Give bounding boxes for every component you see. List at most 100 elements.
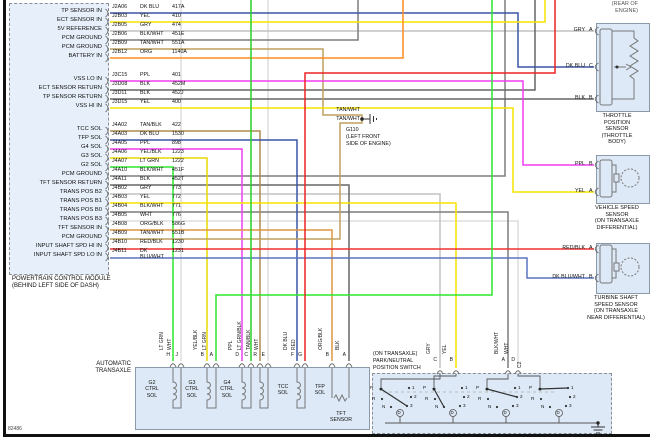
pn-contact-dot [486, 397, 490, 401]
throttle-position-sensor-title: THROTTLE POSITION SENSOR (THROTTLE BODY) [601, 113, 633, 146]
pcm-row-label: PCM GROUND [61, 44, 102, 50]
vehicle-speed-sensor-pin-wire-color: PPL [574, 161, 585, 167]
pcm-row-label: BATTERY IN [68, 53, 102, 59]
tcc-solenoid-label: TCC SOL [277, 384, 289, 397]
turbine-pickup-leads [612, 248, 617, 279]
wire-g2-sol-1222 [110, 166, 174, 361]
vehicle-speed-sensor-pin-terminal [594, 187, 599, 197]
pn-position-drive: D [556, 410, 560, 415]
pcm-circuit-number: 417A [172, 4, 185, 10]
transaxle-pin-letter: H [166, 352, 170, 358]
pn-position-2: 2 [467, 394, 470, 399]
pcm-pin-terminal [105, 189, 109, 199]
g4-solenoid-label: G4 CTRL SOL [220, 380, 234, 399]
transaxle-pin-terminal [345, 363, 353, 368]
pn-position-neutral: N [382, 404, 386, 409]
g3-solenoid-label: G3 CTRL SOL [185, 380, 199, 399]
wire-trans-pos-b2-773 [110, 193, 441, 368]
pcm-pin-id: J4A02 [112, 122, 128, 128]
pn-position-3: 3 [410, 403, 413, 408]
wire-trans-pos-b1-772 [110, 202, 457, 368]
pn-contact-dot [513, 386, 517, 390]
pcm-circuit-number: 776 [172, 212, 181, 218]
pcm-pin-id: J2B09 [112, 40, 128, 46]
pn-position-1: 1 [412, 385, 415, 390]
pcm-circuit-number: 1140A [172, 49, 187, 55]
pcm-row-label: TP SENSOR RETURN [42, 94, 102, 100]
park-neutral-switch-box [372, 373, 612, 434]
pn-pin-terminal [452, 370, 460, 375]
pcm-row-label: TRANS POS B2 [59, 189, 102, 195]
pn-contact-dot [460, 386, 464, 390]
pcm-pin-id: J4A11 [112, 176, 127, 182]
turbine-reluctor-wheel-icon [620, 257, 640, 277]
pcm-pin-terminal [105, 85, 109, 95]
wire-tft-sensor-in-586g [110, 229, 333, 361]
pcm-pin-terminal [105, 53, 109, 63]
pn-position-drive: D [503, 410, 507, 415]
throttle-position-sensor-pin-wire-color: DK BLU [565, 63, 585, 69]
pn-pin-letter: D [511, 357, 515, 363]
pcm-title: POWERTRAIN CONTROL MODULE (BEHIND LEFT S… [12, 276, 111, 289]
pcm-pin-id: J3C15 [112, 72, 128, 78]
pcm-circuit-number: 586G [172, 221, 185, 227]
pcm-pin-terminal [105, 171, 109, 181]
transaxle-pin-terminal [328, 363, 336, 368]
transaxle-pin-terminal [293, 363, 301, 368]
transaxle-pin-letter: B [200, 352, 204, 358]
pn-position-drive: D [397, 410, 401, 415]
vehicle-speed-sensor-pin-letter: B [589, 161, 593, 167]
vehicle-speed-sensor-title: VEHICLE SPEED SENSOR (ON TRANSAXLE DIFFE… [594, 205, 640, 231]
pn-position-reverse: R [478, 396, 482, 401]
wire-g3-sol-1223 [110, 157, 208, 361]
pn-contact-dot [458, 404, 462, 408]
pcm-row-label: TCC SOL [76, 126, 102, 132]
pn-position-2: 2 [520, 394, 523, 399]
pn-contact-dot [548, 405, 552, 409]
turbine-shaft-speed-sensor-pin-letter: A [589, 245, 593, 251]
turbine-shaft-speed-sensor-pin-wire-color: RED/BLK [562, 245, 585, 251]
pcm-pin-id: J2B03 [112, 13, 128, 19]
pcm-wire-color: DK BLU/WHT [140, 248, 164, 260]
pn-feed-wire [380, 374, 441, 387]
pcm-wire-color: LT GRN [140, 158, 159, 164]
pcm-pin-terminal [105, 144, 109, 154]
wire-tfp-sol-1530 [110, 139, 298, 361]
pcm-wire-color: TAN/BLK [140, 122, 162, 128]
transaxle-pin-letter: F [290, 352, 294, 358]
pcm-row-label: ECT SENSOR IN [57, 17, 102, 23]
transaxle-internal-symbols [172, 368, 350, 409]
bottom-border-bar [3, 434, 650, 437]
transaxle-pin-terminal [256, 363, 264, 368]
pcm-pin-id: J2A06 [112, 4, 128, 10]
pcm-circuit-number: 401 [172, 72, 181, 78]
turbine-shaft-speed-sensor-pin-terminal [594, 273, 599, 283]
pn-feed-wire [433, 374, 457, 387]
pcm-row-label: ECT SENSOR RETURN [38, 85, 102, 91]
pcm-pin-terminal [105, 135, 109, 145]
g110-ground-note: G110 (LEFT FRONT SIDE OF ENGINE) [346, 127, 391, 147]
wire-tp-sensor-in-417a [110, 12, 594, 68]
pn-contact-dot [462, 395, 466, 399]
pcm-row-label: VSS HI IN [75, 103, 102, 109]
pn-pin-wire-color: GRY [426, 343, 432, 354]
pn-switch-arm [433, 388, 445, 408]
turbine-shaft-speed-sensor-pin-wire-color: DK BLU/WHT [552, 274, 585, 280]
pcm-pin-id: J4B03 [112, 194, 128, 200]
pcm-row-label: INPUT SHAFT SPD HI IN [35, 243, 102, 249]
pcm-wire-color: DK BLU [140, 4, 160, 10]
pcm-pin-terminal [105, 76, 109, 86]
pn-position-park: P [370, 385, 374, 390]
transaxle-pin-letter: C [244, 352, 248, 358]
transaxle-pin-terminal [247, 363, 255, 368]
pn-contact-dot [568, 395, 572, 399]
transaxle-pin-wire-color: DK BLU [283, 331, 289, 350]
vss-pickup-icon [613, 173, 620, 183]
transaxle-pin-letter: B [325, 352, 329, 358]
pn-feed-wire [486, 374, 509, 387]
pcm-pin-id: J4B11 [112, 248, 127, 254]
tcc-solenoid-coil-icon [259, 368, 269, 409]
pcm-pin-terminal [105, 216, 109, 226]
pcm-wire-color: PPL [140, 72, 151, 78]
